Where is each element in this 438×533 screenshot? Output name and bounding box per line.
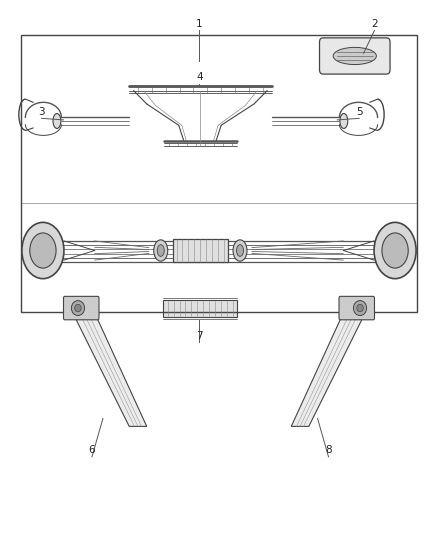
Bar bbox=[173, 239, 228, 262]
FancyBboxPatch shape bbox=[320, 38, 390, 74]
Ellipse shape bbox=[30, 233, 56, 268]
Text: 5: 5 bbox=[356, 107, 363, 117]
Ellipse shape bbox=[237, 245, 244, 256]
Ellipse shape bbox=[340, 114, 348, 128]
Ellipse shape bbox=[233, 240, 247, 261]
Ellipse shape bbox=[74, 304, 81, 312]
Ellipse shape bbox=[353, 301, 367, 316]
Ellipse shape bbox=[357, 304, 364, 312]
Polygon shape bbox=[291, 312, 366, 426]
FancyBboxPatch shape bbox=[64, 296, 99, 320]
Ellipse shape bbox=[53, 114, 61, 128]
Bar bbox=[21, 35, 417, 312]
Ellipse shape bbox=[382, 233, 408, 268]
Text: 1: 1 bbox=[196, 19, 203, 29]
Text: 8: 8 bbox=[325, 446, 332, 455]
Bar bbox=[163, 300, 237, 317]
Text: 6: 6 bbox=[88, 446, 95, 455]
Ellipse shape bbox=[157, 245, 164, 256]
Text: 4: 4 bbox=[196, 72, 203, 82]
Ellipse shape bbox=[333, 47, 376, 64]
Ellipse shape bbox=[71, 301, 85, 316]
Text: 2: 2 bbox=[371, 19, 378, 29]
Ellipse shape bbox=[374, 222, 416, 279]
FancyBboxPatch shape bbox=[339, 296, 374, 320]
Ellipse shape bbox=[154, 240, 168, 261]
Polygon shape bbox=[72, 312, 147, 426]
Text: 3: 3 bbox=[38, 107, 45, 117]
Ellipse shape bbox=[22, 222, 64, 279]
Text: 7: 7 bbox=[196, 331, 203, 341]
